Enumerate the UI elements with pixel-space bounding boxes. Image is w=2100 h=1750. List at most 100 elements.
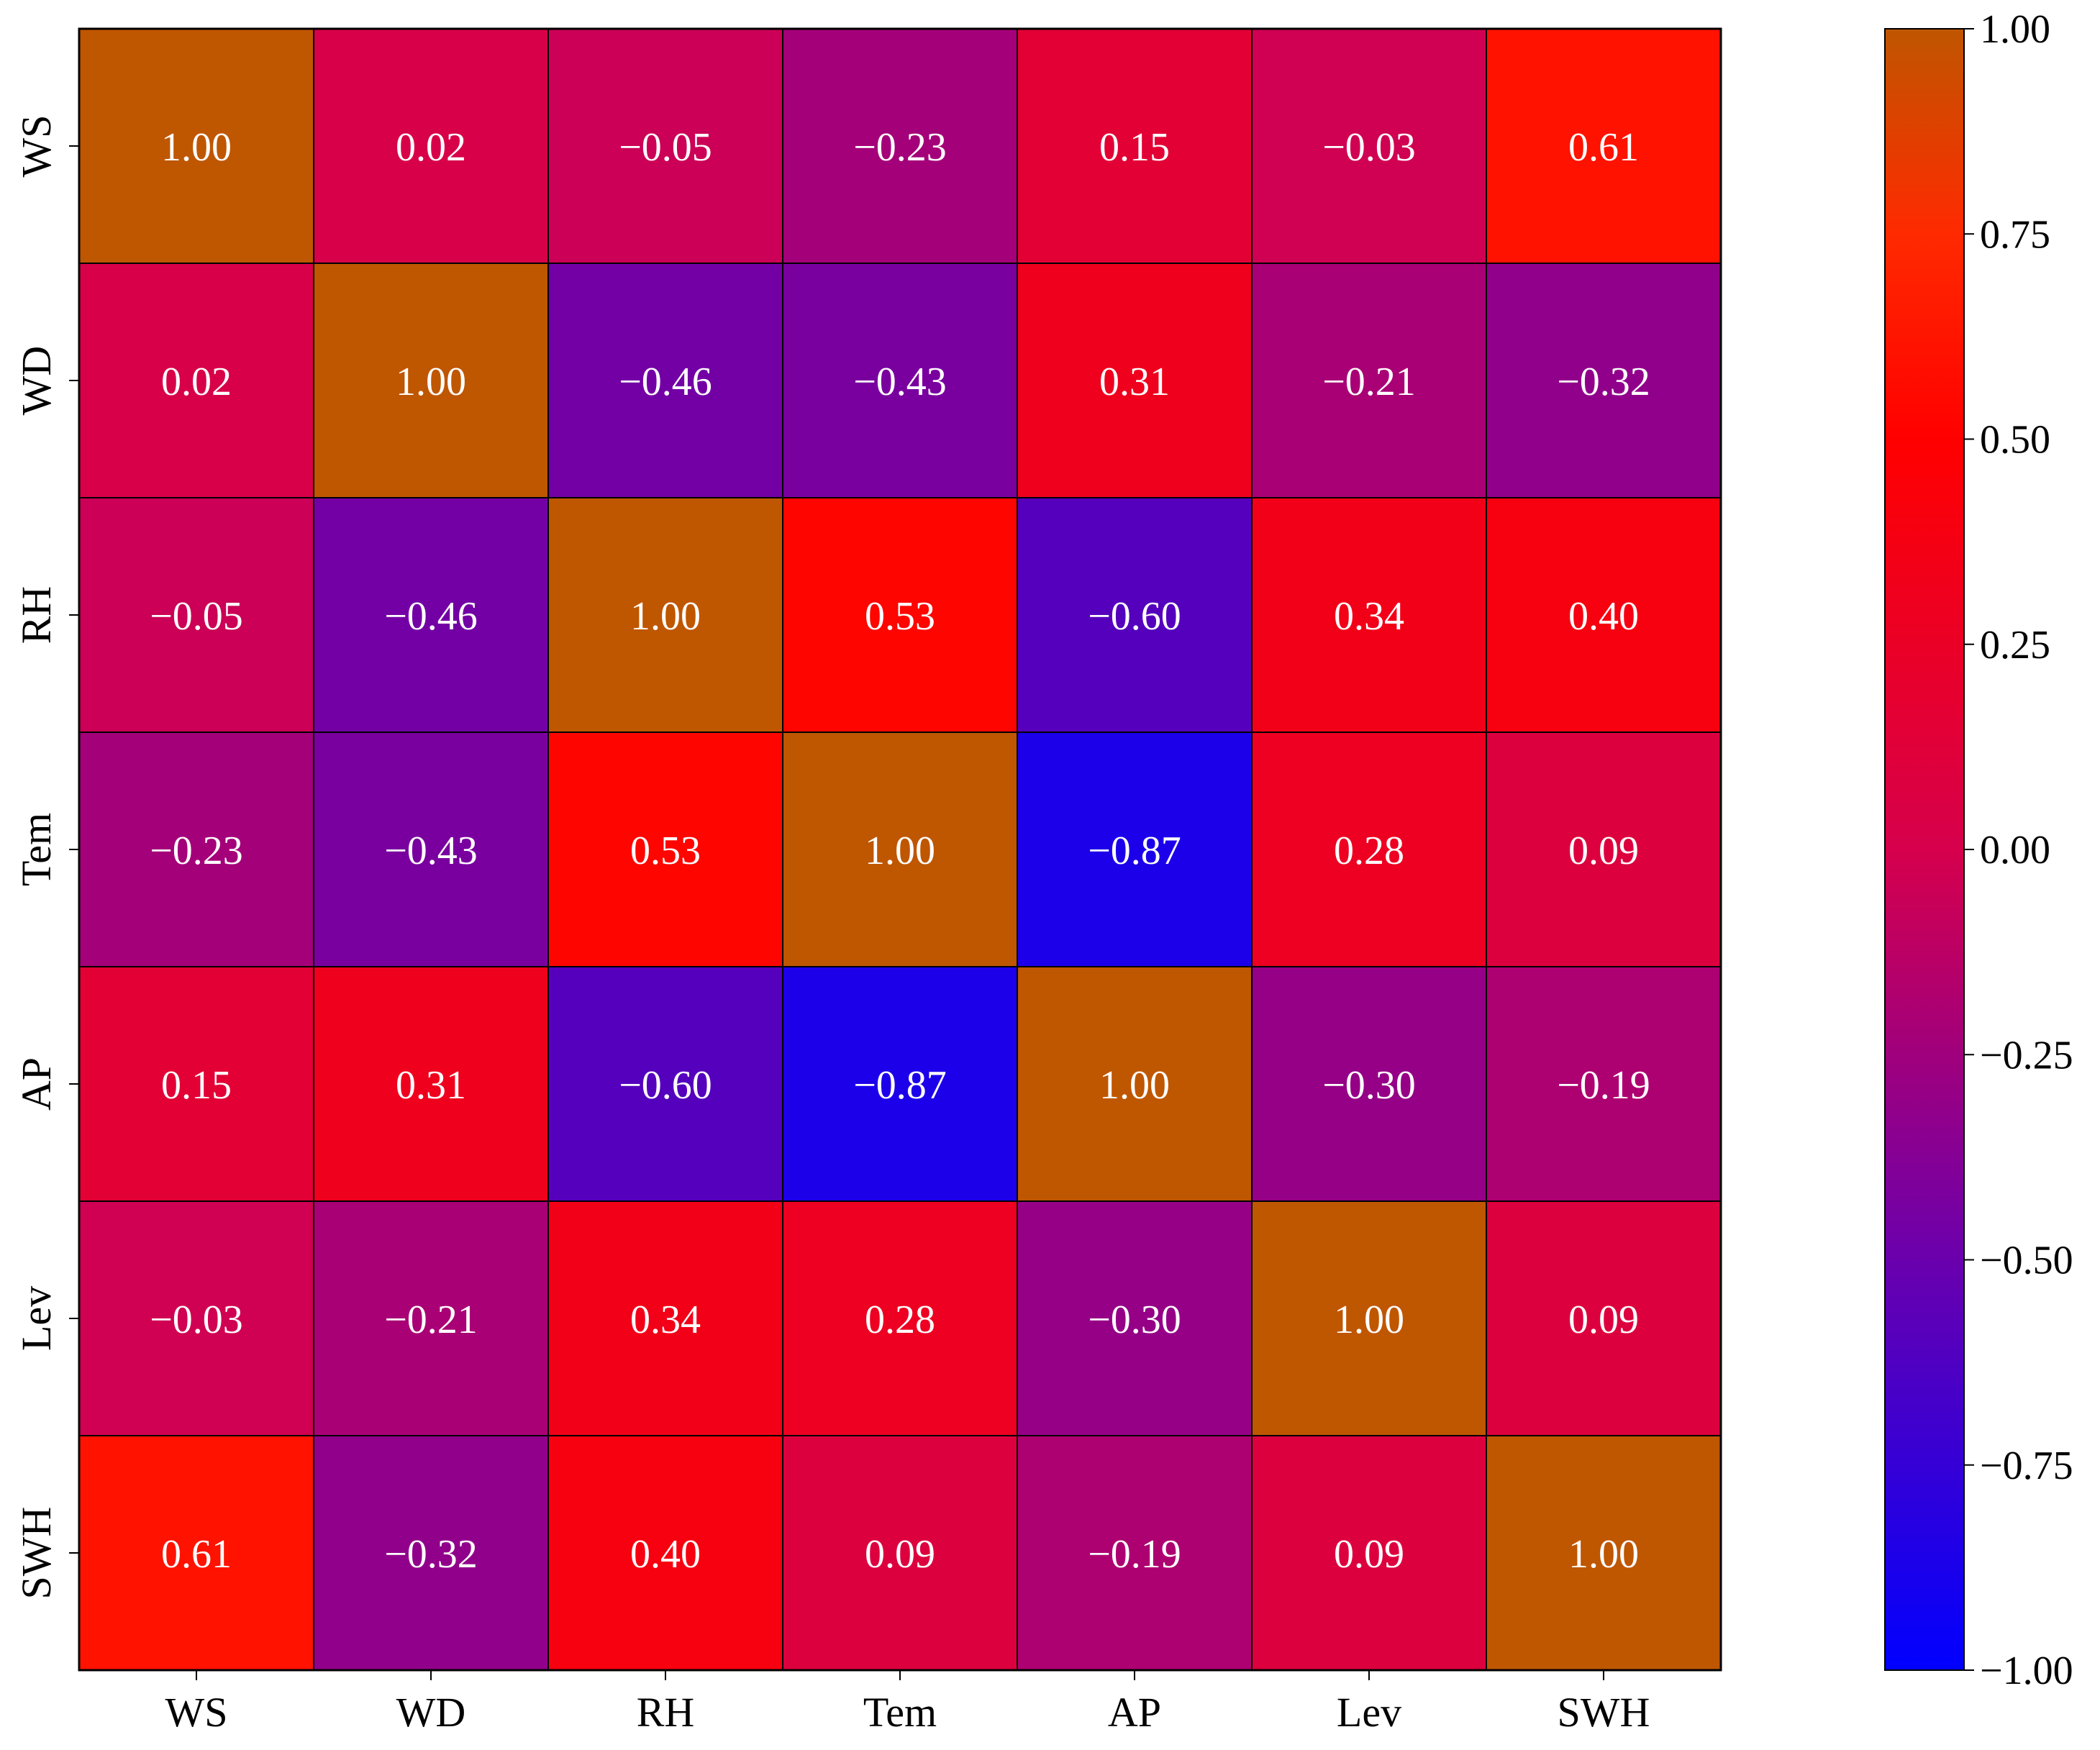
heatmap-cell-Tem-AP <box>1017 732 1253 967</box>
cell-value-label: 1.00 <box>1334 1298 1404 1342</box>
heatmap-cell-SWH-WS <box>78 1435 314 1671</box>
y-tick-label: WS <box>13 115 60 178</box>
heatmap-cell-Lev-SWH <box>1486 1200 1722 1436</box>
cell-value-label: −0.60 <box>619 1063 712 1108</box>
cell-value-label: 0.09 <box>1568 1298 1639 1342</box>
cell-value-label: 0.02 <box>161 360 232 404</box>
heatmap-cell-SWH-WD <box>313 1435 549 1671</box>
colorbar-tick-label: 1.00 <box>1980 7 2050 52</box>
heatmap-cell-RH-WS <box>78 497 314 733</box>
cell-value-label: 0.31 <box>1099 360 1170 404</box>
cell-value-label: 0.09 <box>1568 829 1639 873</box>
colorbar-tick-label: 0.75 <box>1980 212 2050 257</box>
y-tick-label: RH <box>13 586 60 644</box>
y-tick-label: AP <box>13 1057 60 1111</box>
heatmap-cell-SWH-Tem <box>782 1435 1018 1671</box>
heatmap-cell-Tem-SWH <box>1486 732 1722 967</box>
heatmap-cell-Tem-Tem <box>782 732 1018 967</box>
colorbar-tick-label: 0.00 <box>1980 828 2050 872</box>
cell-value-label: −0.03 <box>1322 125 1416 170</box>
cell-value-label: −0.05 <box>619 125 712 170</box>
heatmap-cell-WD-AP <box>1017 263 1253 498</box>
colorbar-tick-label: −0.25 <box>1980 1033 2073 1077</box>
heatmap-cell-WS-Lev <box>1251 28 1487 264</box>
heatmap-cell-RH-SWH <box>1486 497 1722 733</box>
cell-value-label: −0.30 <box>1322 1063 1416 1108</box>
heatmap-cell-Lev-WS <box>78 1200 314 1436</box>
y-tick-label: Tem <box>13 813 60 886</box>
cell-value-label: 0.61 <box>161 1532 232 1577</box>
heatmap-cell-Lev-Tem <box>782 1200 1018 1436</box>
heatmap-cell-WS-WD <box>313 28 549 264</box>
cell-value-label: −0.43 <box>384 829 478 873</box>
x-tick-label: WS <box>165 1689 228 1736</box>
cell-value-label: −0.21 <box>1322 360 1416 404</box>
colorbar-gradient <box>1885 29 1964 1670</box>
cell-value-label: 1.00 <box>865 829 935 873</box>
heatmap-cell-SWH-RH <box>547 1435 783 1671</box>
cell-value-label: 0.09 <box>865 1532 935 1577</box>
heatmap-cell-RH-Lev <box>1251 497 1487 733</box>
cell-value-label: −0.43 <box>853 360 947 404</box>
x-axis-ticks: WS WD RH Tem AP Lev SWH <box>165 1670 1650 1736</box>
heatmap-cell-RH-Tem <box>782 497 1018 733</box>
heatmap-cell-WS-AP <box>1017 28 1253 264</box>
x-tick-label: Tem <box>863 1689 937 1736</box>
heatmap-cell-AP-Lev <box>1251 966 1487 1202</box>
cell-value-label: 0.28 <box>1334 829 1404 873</box>
heatmap-cells: 1.00 0.02 −0.05 −0.23 0.15 −0.03 0.61 0.02 1.00 −… <box>78 27 1722 1672</box>
x-tick-label: RH <box>637 1689 695 1736</box>
heatmap-cell-WS-SWH <box>1486 28 1722 264</box>
cell-value-label: −0.19 <box>1088 1532 1181 1577</box>
heatmap-cell-SWH-SWH <box>1486 1435 1722 1671</box>
cell-value-label: −0.60 <box>1088 594 1181 639</box>
cell-value-label: 0.15 <box>1099 125 1170 170</box>
cell-value-label: 1.00 <box>1099 1063 1170 1108</box>
cell-value-label: −0.32 <box>384 1532 478 1577</box>
y-tick-label: WD <box>13 346 60 416</box>
colorbar-tick-label: −1.00 <box>1980 1649 2073 1693</box>
cell-value-label: −0.87 <box>1088 829 1181 873</box>
cell-value-label: 1.00 <box>161 125 232 170</box>
heatmap-cell-Tem-Lev <box>1251 732 1487 967</box>
cell-value-label: 0.40 <box>1568 594 1639 639</box>
cell-value-label: −0.46 <box>619 360 712 404</box>
x-tick-label: SWH <box>1558 1689 1650 1736</box>
colorbar: 1.00 0.75 0.50 0.25 0.00 −0.25 −0.50 −0.75 −1.00 <box>1884 7 2073 1693</box>
heatmap-cell-SWH-AP <box>1017 1435 1253 1671</box>
heatmap-cell-AP-WS <box>78 966 314 1202</box>
heatmap-cell-WD-SWH <box>1486 263 1722 498</box>
cell-value-label: 0.31 <box>396 1063 466 1108</box>
heatmap-cell-AP-RH <box>547 966 783 1202</box>
y-tick-label: SWH <box>13 1507 60 1600</box>
colorbar-tick-label: −0.75 <box>1980 1444 2073 1488</box>
cell-value-label: 0.34 <box>630 1298 701 1342</box>
cell-value-label: 0.02 <box>396 125 466 170</box>
cell-value-label: −0.87 <box>853 1063 947 1108</box>
cell-value-label: 0.61 <box>1568 125 1639 170</box>
cell-value-label: −0.23 <box>853 125 947 170</box>
cell-value-label: 1.00 <box>630 594 701 639</box>
cell-value-label: −0.19 <box>1557 1063 1650 1108</box>
heatmap-cell-Tem-WS <box>78 732 314 967</box>
cell-value-label: 0.28 <box>865 1298 935 1342</box>
cell-value-label: 0.40 <box>630 1532 701 1577</box>
cell-value-label: −0.05 <box>150 594 243 639</box>
cell-value-label: 1.00 <box>396 360 466 404</box>
colorbar-tick-label: 0.25 <box>1980 623 2050 667</box>
heatmap-cell-RH-RH <box>547 497 783 733</box>
colorbar-tick-label: 0.50 <box>1980 418 2050 462</box>
heatmap-cell-WS-WS <box>78 28 314 264</box>
heatmap-cell-RH-WD <box>313 497 549 733</box>
heatmap-cell-SWH-Lev <box>1251 1435 1487 1671</box>
heatmap-cell-WD-WS <box>78 263 314 498</box>
cell-value-label: −0.32 <box>1557 360 1650 404</box>
cell-value-label: −0.03 <box>150 1298 243 1342</box>
colorbar-tick-label: −0.50 <box>1980 1239 2073 1283</box>
cell-value-label: −0.21 <box>384 1298 478 1342</box>
heatmap-cell-AP-SWH <box>1486 966 1722 1202</box>
cell-value-label: 1.00 <box>1568 1532 1639 1577</box>
cell-value-label: −0.46 <box>384 594 478 639</box>
cell-value-label: 0.15 <box>161 1063 232 1108</box>
